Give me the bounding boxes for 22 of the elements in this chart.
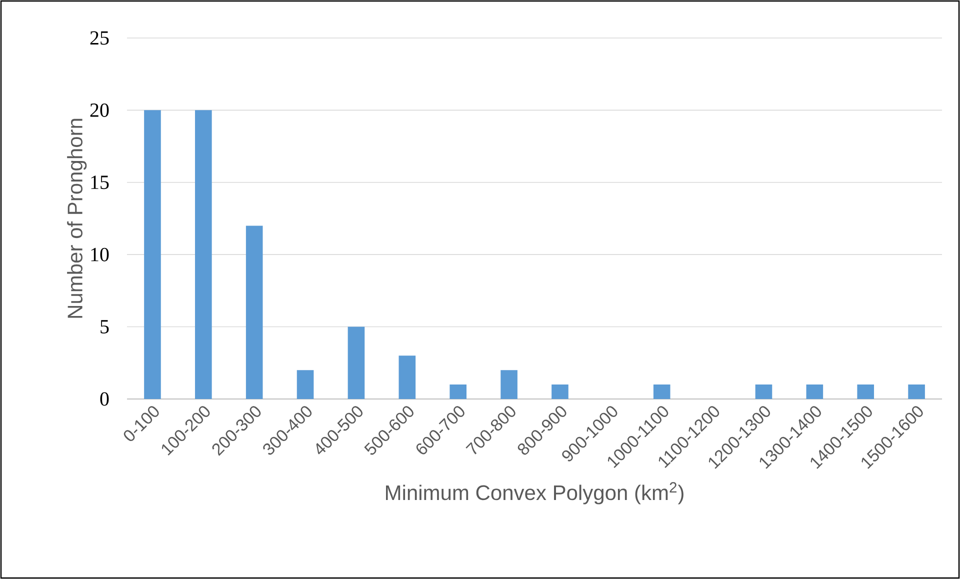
bar <box>144 110 161 399</box>
bar <box>398 356 416 399</box>
bar <box>755 384 772 399</box>
x-axis-title: Minimum Convex Polygon (km$^{2}$) <box>386 482 684 504</box>
bar <box>246 226 263 399</box>
bar <box>348 326 365 399</box>
y-tick-label: 5 <box>100 320 109 334</box>
y-tick-label: 25 <box>90 31 109 45</box>
bar <box>806 384 824 399</box>
bar <box>195 110 212 399</box>
y-tick-label: 10 <box>91 248 109 262</box>
bar <box>653 384 670 399</box>
y-tick-label: 20 <box>90 103 109 117</box>
bar <box>552 384 568 399</box>
y-tick-label: 15 <box>91 176 109 190</box>
bar <box>500 370 518 399</box>
bar <box>296 370 314 399</box>
y-axis-title: Number of Pronghorn <box>67 118 87 318</box>
y-tick-label: 0 <box>100 392 109 406</box>
bar <box>908 384 925 399</box>
bar <box>450 384 467 399</box>
bar <box>857 384 874 399</box>
